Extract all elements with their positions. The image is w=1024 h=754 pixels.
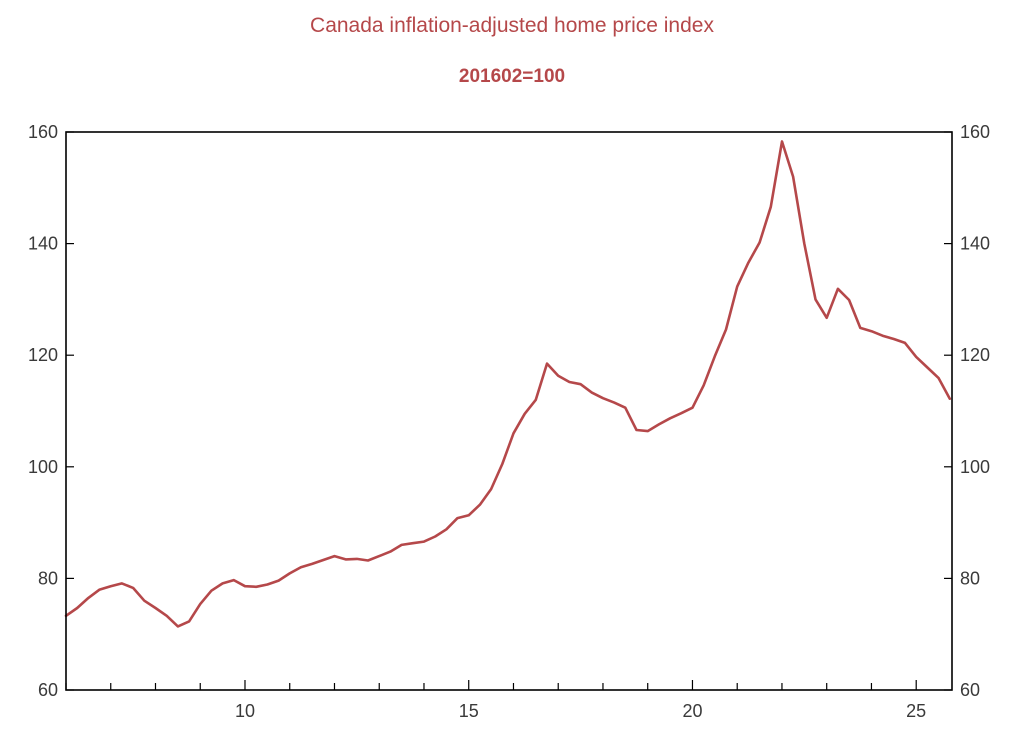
y-tick-label-left: 60 (38, 680, 58, 700)
x-tick-label: 25 (906, 701, 926, 721)
plot-frame (65, 131, 953, 691)
labels-layer: 60 60 80 80 100 100 120 120 140 140 160 160 10 15 20 25 (28, 122, 990, 721)
y-tick-label-left: 100 (28, 457, 58, 477)
x-tick-label: 15 (459, 701, 479, 721)
y-tick-label-left: 160 (28, 122, 58, 142)
y-tick-label-left: 80 (38, 568, 58, 588)
chart-title: Canada inflation-adjusted home price ind… (310, 14, 714, 37)
y-tick-label-right: 80 (960, 568, 980, 588)
y-tick-label-right: 140 (960, 234, 990, 254)
y-tick-label-right: 160 (960, 122, 990, 142)
y-tick-label-left: 120 (28, 345, 58, 365)
chart-subtitle: 201602=100 (458, 66, 566, 87)
y-tick-label-right: 60 (960, 680, 980, 700)
x-tick-label: 10 (235, 701, 255, 721)
series-line-home-price-index (64, 140, 952, 628)
x-tick-label: 20 (682, 701, 702, 721)
y-tick-label-left: 140 (28, 234, 58, 254)
y-tick-label-right: 100 (960, 457, 990, 477)
y-tick-label-right: 120 (960, 345, 990, 365)
